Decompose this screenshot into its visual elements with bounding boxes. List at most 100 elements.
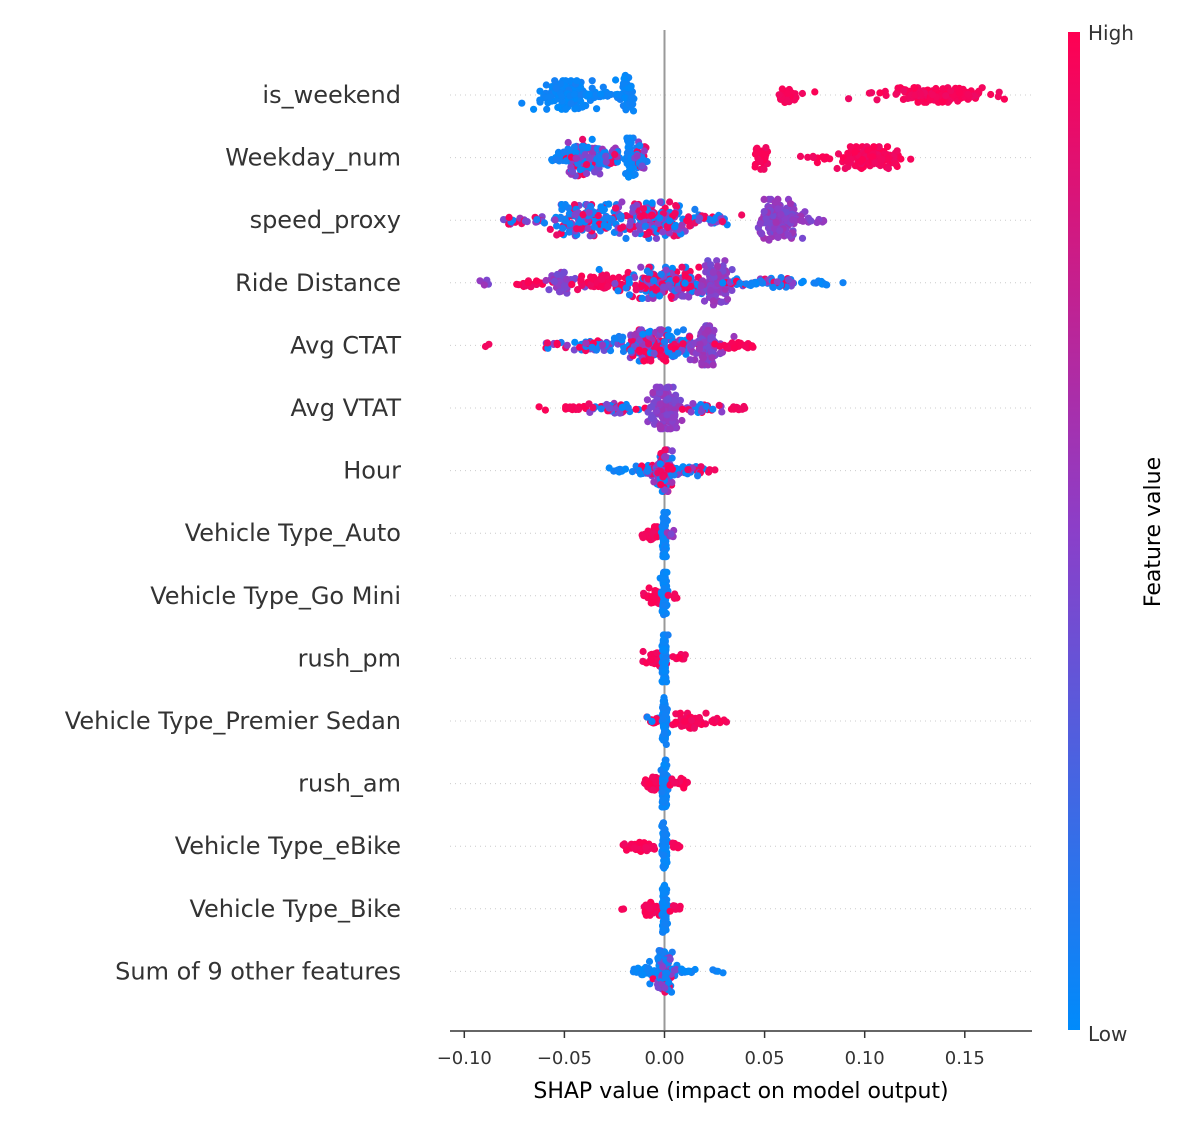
shap-point — [619, 80, 628, 88]
shap-point — [955, 89, 964, 97]
shap-point — [681, 279, 689, 287]
shap-point — [652, 595, 661, 603]
shap-point — [619, 347, 628, 356]
shap-point — [663, 411, 671, 419]
shap-point — [772, 218, 780, 226]
shap-point — [565, 210, 574, 218]
shap-point — [844, 157, 852, 166]
shap-point — [657, 326, 665, 334]
shap-point — [734, 339, 742, 347]
colorbar — [1068, 32, 1080, 1030]
feature-label: Sum of 9 other features — [115, 957, 401, 985]
shap-point — [994, 93, 1002, 101]
shap-point — [897, 155, 905, 163]
shap-point — [645, 340, 653, 348]
shap-point — [813, 159, 822, 167]
shap-point — [660, 584, 668, 593]
shap-point — [568, 280, 576, 288]
shap-point — [620, 905, 628, 913]
feature-label: Vehicle Type_Premier Sedan — [65, 707, 401, 735]
shap-point — [661, 984, 669, 992]
shap-point — [762, 215, 770, 223]
shap-point — [820, 155, 829, 163]
shap-point — [870, 143, 878, 151]
shap-point — [573, 77, 581, 85]
shap-point — [784, 231, 792, 239]
shap-point — [666, 907, 674, 915]
shap-point — [756, 158, 764, 166]
shap-point — [730, 405, 738, 413]
shap-point — [876, 89, 884, 97]
shap-point — [551, 77, 559, 85]
shap-point — [668, 465, 677, 473]
shap-point — [678, 416, 686, 425]
shap-point — [535, 403, 543, 411]
shap-point — [709, 405, 717, 413]
shap-point — [621, 94, 629, 102]
shap-point — [658, 607, 666, 616]
shap-point — [602, 152, 610, 160]
shap-point — [515, 281, 523, 289]
shap-point — [669, 653, 677, 661]
shap-point — [609, 274, 617, 282]
x-tick-label: 0.00 — [644, 1048, 684, 1069]
shap-point — [644, 230, 652, 238]
shap-point — [661, 973, 670, 981]
shap-point — [932, 84, 940, 93]
shap-point — [660, 824, 668, 832]
shap-point — [657, 481, 665, 489]
shap-point — [612, 76, 620, 84]
shap-point — [562, 157, 570, 165]
shap-point — [518, 99, 526, 107]
shap-point — [628, 468, 637, 476]
shap-point — [713, 257, 721, 265]
shap-point — [583, 161, 591, 169]
shap-point — [885, 154, 893, 162]
shap-point — [661, 667, 669, 675]
shap-point — [709, 297, 718, 305]
shap-point — [567, 99, 575, 108]
shap-point — [631, 230, 640, 238]
shap-point — [911, 84, 919, 92]
shap-point — [686, 356, 694, 364]
shap-point — [707, 286, 715, 295]
shap-point — [881, 87, 889, 95]
shap-point — [658, 523, 666, 531]
shap-point — [602, 158, 610, 166]
shap-point — [697, 407, 706, 416]
feature-dots — [638, 508, 678, 561]
shap-point — [659, 926, 667, 934]
shap-point — [796, 152, 805, 160]
shap-point — [676, 709, 685, 717]
shap-point — [616, 91, 624, 99]
shap-point — [552, 156, 561, 164]
shap-point — [907, 155, 915, 163]
shap-point — [625, 279, 634, 287]
shap-point — [711, 466, 719, 474]
shap-point — [570, 90, 579, 98]
shap-point — [666, 425, 674, 433]
shap-point — [894, 84, 902, 92]
shap-point — [656, 389, 664, 397]
shap-point — [638, 162, 646, 170]
shap-point — [610, 334, 619, 342]
shap-point — [660, 730, 668, 738]
shap-point — [839, 279, 847, 287]
shap-point — [873, 96, 881, 104]
shap-point — [627, 84, 635, 92]
shap-point — [657, 528, 666, 536]
shap-point — [809, 153, 817, 162]
shap-point — [686, 333, 694, 341]
shap-point — [625, 291, 634, 299]
shap-point — [576, 166, 584, 174]
feature-dots — [639, 631, 689, 686]
shap-point — [681, 717, 689, 726]
shap-point — [551, 216, 559, 224]
shap-point — [571, 338, 579, 346]
shap-point — [674, 349, 682, 357]
shap-point — [590, 223, 598, 231]
shap-point — [679, 967, 687, 975]
shap-point — [660, 338, 669, 346]
shap-point — [987, 90, 995, 99]
